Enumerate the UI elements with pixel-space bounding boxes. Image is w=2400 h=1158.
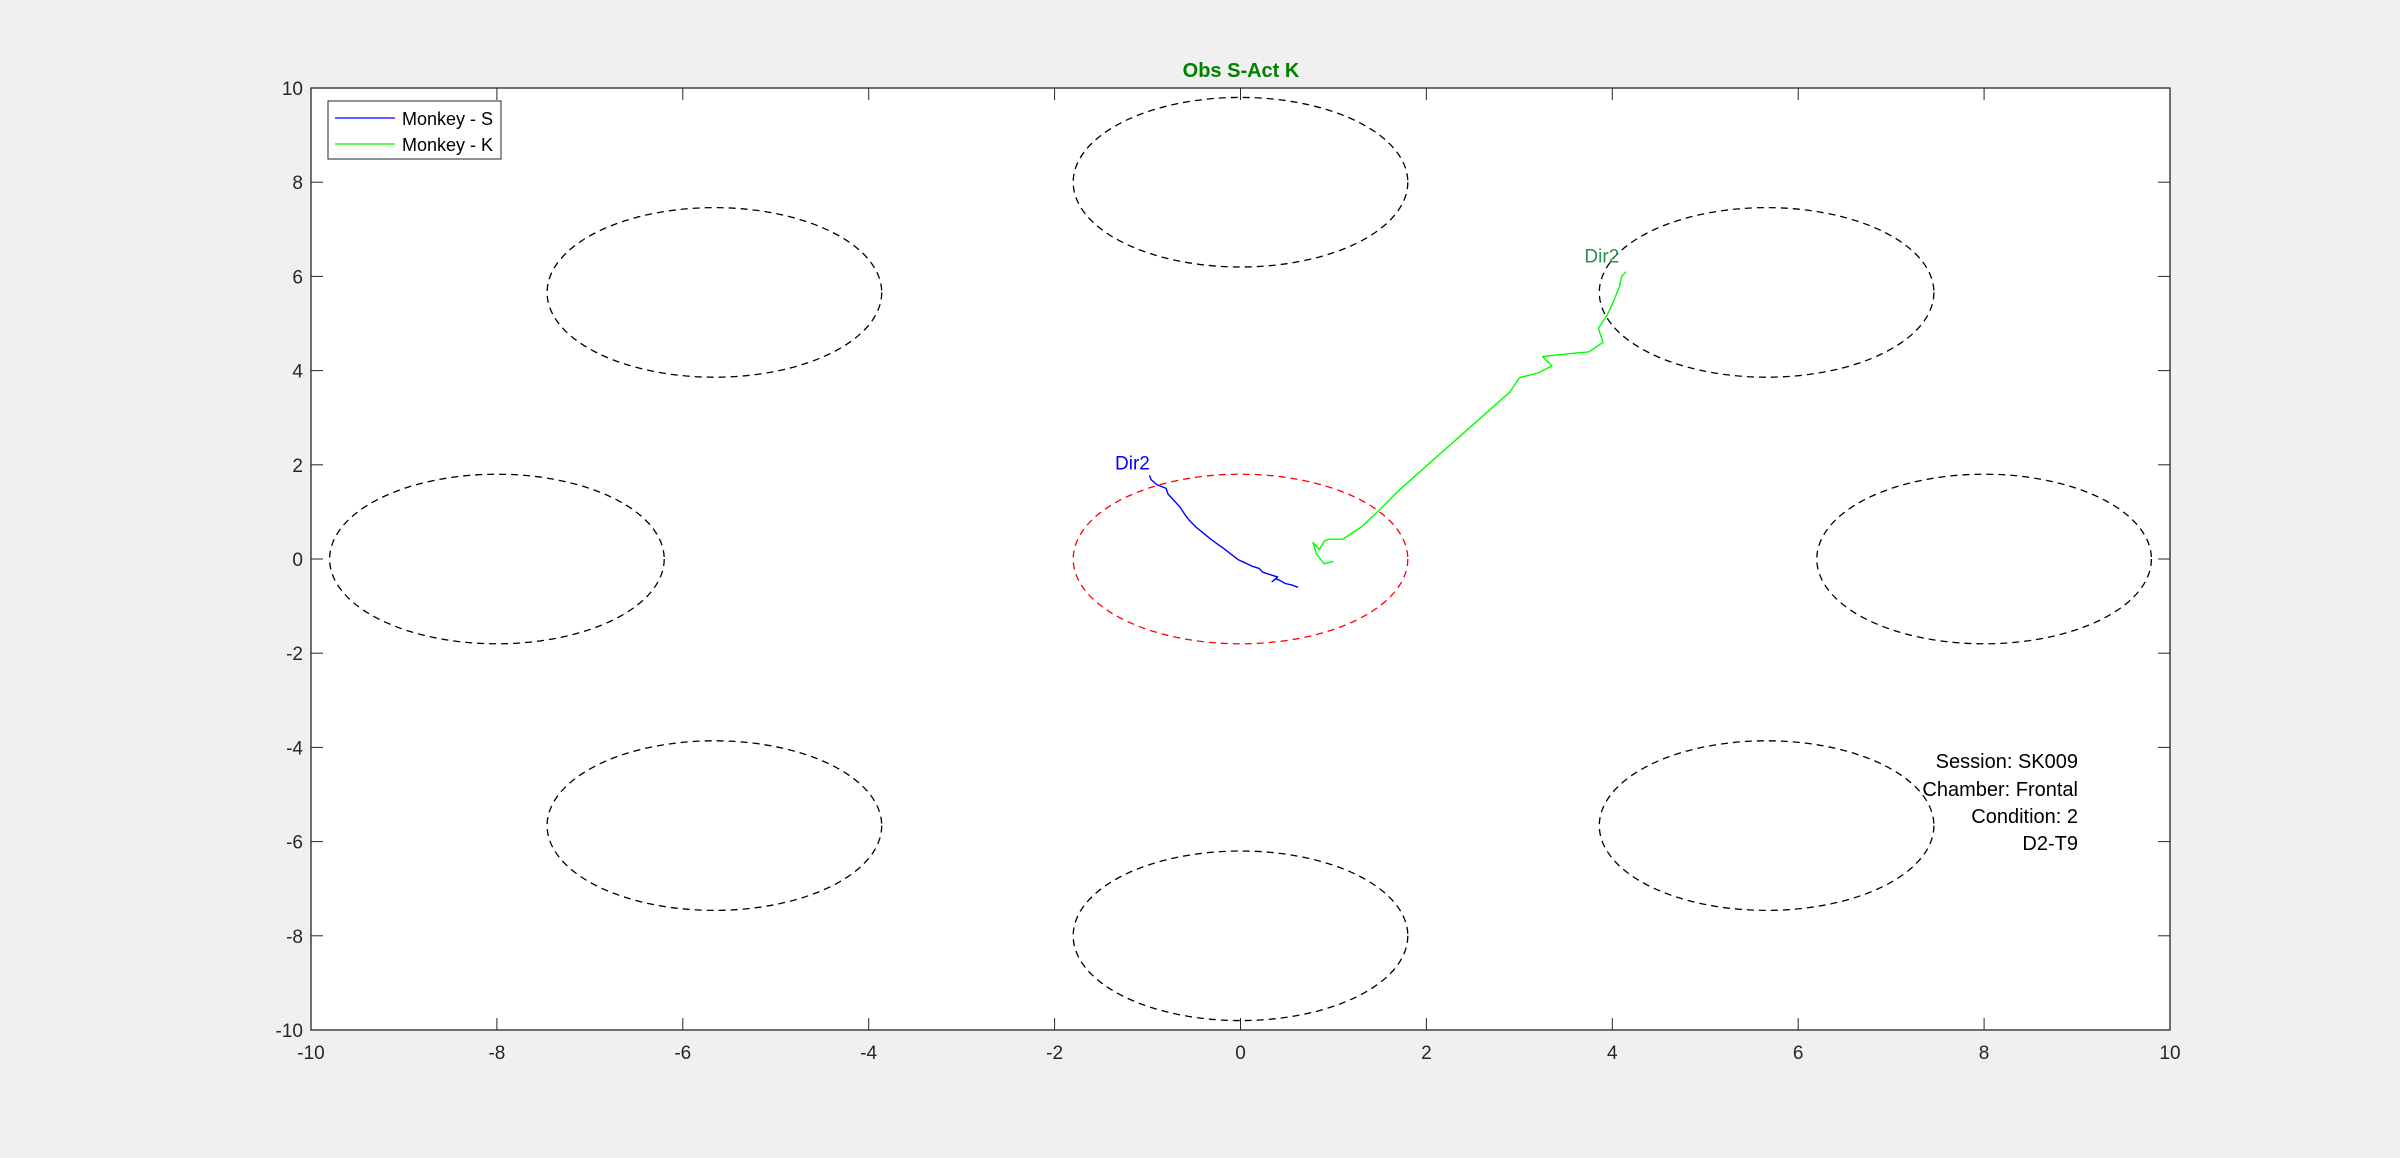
peripheral-target-circle-5	[1072, 850, 1409, 1022]
y-tick-label: -2	[286, 644, 303, 665]
center-target-circle	[1072, 473, 1409, 645]
condition-label: Condition: 2	[1971, 806, 2078, 828]
x-tick-label: 4	[1607, 1043, 1618, 1064]
legend: Monkey - S Monkey - K	[327, 100, 502, 160]
trial-label: D2-T9	[2022, 833, 2078, 855]
peripheral-target-circle-8	[546, 206, 883, 378]
session-label: Session: SK009	[1936, 751, 2078, 773]
x-tick-label: 6	[1793, 1043, 1804, 1064]
annotations: Dir2 Dir2	[1115, 246, 1619, 474]
axis-ticks: -10 -8 -6 -4 -2 0 2 4 6 8 10 10 8 6 4 2 0 -2 -4 -6 -8 -10	[276, 79, 2181, 1064]
plot-area	[310, 87, 2171, 1031]
x-tick-label: 0	[1235, 1043, 1246, 1064]
y-tick-label: 2	[292, 456, 303, 477]
peripheral-target-circle-4	[1598, 740, 1935, 912]
peripheral-target-circle-3	[1816, 473, 2153, 645]
target-circles	[328, 96, 2153, 1022]
trace-monkey-s	[1148, 474, 1299, 588]
y-tick-label: 6	[292, 267, 303, 288]
legend-box	[327, 100, 502, 160]
x-tick-label: 2	[1421, 1043, 1432, 1064]
x-tick-label: -8	[488, 1043, 505, 1064]
x-tick-label: 8	[1979, 1043, 1990, 1064]
peripheral-target-circle-1	[1072, 96, 1409, 268]
direction-label-2: Dir2	[1584, 246, 1619, 267]
peripheral-target-circle-7	[328, 473, 665, 645]
x-tick-label: -10	[297, 1043, 324, 1064]
peripheral-target-circle-2	[1598, 206, 1935, 378]
legend-label-monkey-k: Monkey - K	[402, 135, 493, 155]
y-tick-label: -8	[286, 927, 303, 948]
y-tick-label: 10	[282, 79, 303, 100]
x-tick-label: -2	[1046, 1043, 1063, 1064]
y-tick-label: -6	[286, 833, 303, 854]
y-tick-label: 4	[292, 362, 303, 383]
direction-label-1: Dir2	[1115, 454, 1150, 475]
x-tick-label: -6	[674, 1043, 691, 1064]
y-tick-label: 8	[292, 173, 303, 194]
peripheral-target-circle-6	[546, 740, 883, 912]
chart-title: Obs S-Act K	[1183, 60, 1300, 82]
legend-label-monkey-s: Monkey - S	[402, 109, 493, 129]
y-tick-label: 0	[292, 550, 303, 571]
y-tick-label: -4	[286, 738, 303, 759]
y-tick-label: -10	[276, 1021, 303, 1042]
chamber-label: Chamber: Frontal	[1922, 779, 2078, 801]
trace-monkey-k	[1312, 271, 1627, 565]
trajectory-traces	[1148, 271, 1627, 588]
x-tick-label: -4	[860, 1043, 877, 1064]
session-info: Session: SK009 Chamber: Frontal Conditio…	[1922, 751, 2078, 855]
x-tick-label: 10	[2159, 1043, 2180, 1064]
